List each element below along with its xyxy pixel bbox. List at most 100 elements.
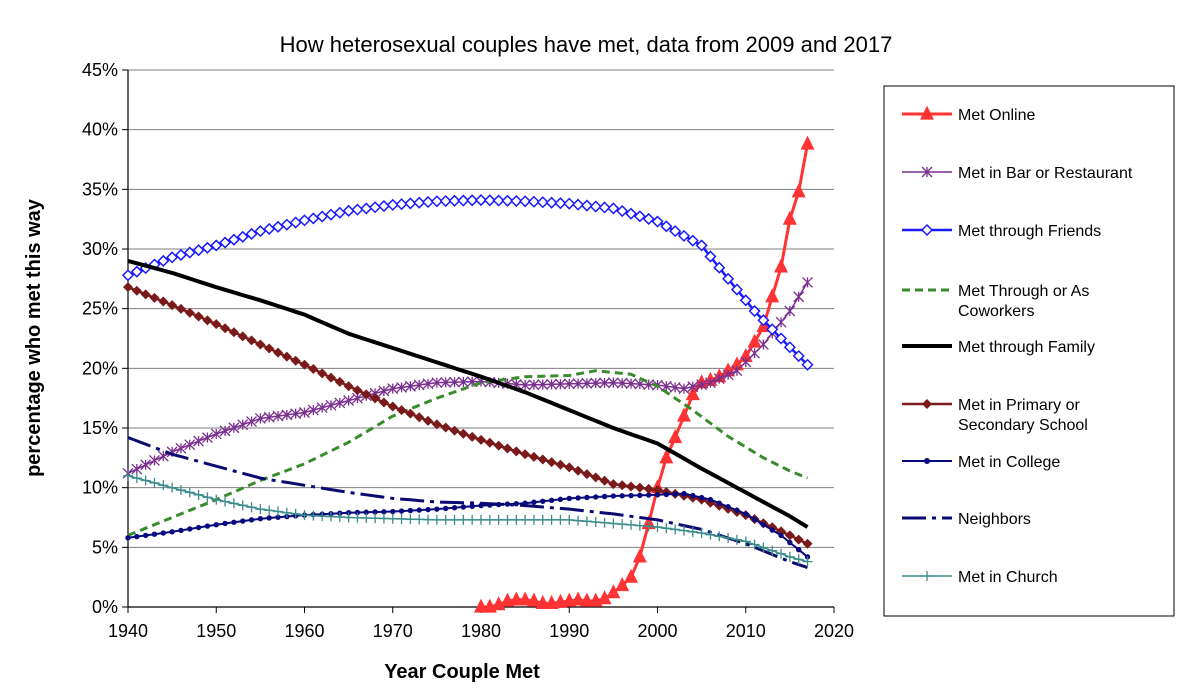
data-point <box>395 198 408 211</box>
data-point <box>633 210 646 223</box>
data-point <box>325 399 337 411</box>
legend-label: Met in Primary or Secondary School <box>958 397 1088 434</box>
series-group <box>123 470 813 567</box>
data-point <box>493 514 504 525</box>
data-point <box>580 199 593 212</box>
data-point <box>672 491 678 497</box>
data-point <box>668 429 683 444</box>
data-point <box>299 510 310 521</box>
data-point <box>758 542 769 553</box>
data-point <box>645 492 652 498</box>
data-point <box>739 294 752 307</box>
data-point <box>316 402 328 414</box>
data-point <box>449 425 460 436</box>
data-point <box>231 519 237 525</box>
data-point <box>584 494 590 501</box>
data-point <box>370 513 381 524</box>
data-point <box>545 196 558 209</box>
data-point <box>573 465 584 476</box>
data-point <box>158 480 169 491</box>
data-point <box>564 514 575 525</box>
data-point <box>519 195 532 208</box>
data-point <box>659 449 674 464</box>
data-point <box>661 523 672 534</box>
data-point <box>476 514 486 525</box>
data-point <box>440 376 452 388</box>
data-point <box>125 535 131 541</box>
data-point <box>457 194 470 207</box>
data-point <box>474 194 488 207</box>
data-point <box>157 254 170 267</box>
data-point <box>413 196 426 209</box>
data-point <box>564 462 575 473</box>
data-point <box>324 208 338 221</box>
data-point <box>273 347 284 358</box>
data-point <box>519 379 531 391</box>
data-point <box>802 556 813 567</box>
data-point <box>273 506 284 517</box>
data-point <box>228 327 239 338</box>
data-point <box>440 514 451 525</box>
data-point <box>160 530 166 536</box>
data-point <box>263 222 276 236</box>
data-point <box>121 269 135 282</box>
x-tick-label: 1980 <box>461 621 501 641</box>
data-point <box>749 347 761 359</box>
data-point <box>696 528 707 539</box>
data-point <box>378 397 389 408</box>
data-point <box>387 401 398 412</box>
data-point <box>237 500 248 511</box>
data-point <box>690 492 696 499</box>
data-point <box>407 507 414 514</box>
data-point <box>416 507 422 513</box>
data-point <box>290 355 301 366</box>
data-point <box>271 220 285 233</box>
legend-entry: Met through Family <box>902 339 1095 356</box>
series-group <box>121 194 814 371</box>
data-point <box>352 512 363 523</box>
data-point <box>405 408 416 419</box>
data-point <box>210 239 223 252</box>
data-point <box>491 596 506 611</box>
data-point <box>677 229 691 242</box>
data-point <box>501 194 514 207</box>
data-point <box>202 492 213 503</box>
data-point <box>775 316 787 328</box>
data-point <box>634 482 645 493</box>
data-point <box>696 379 708 391</box>
data-point <box>299 407 310 418</box>
data-point <box>210 428 222 440</box>
data-point <box>637 492 643 499</box>
y-tick-label: 0% <box>92 597 118 617</box>
data-point <box>492 194 505 207</box>
data-point <box>669 381 681 393</box>
data-point <box>537 514 548 525</box>
legend-label: Met in College <box>958 454 1060 471</box>
data-point <box>193 311 204 322</box>
data-point <box>236 230 249 243</box>
data-point <box>484 437 495 448</box>
data-point <box>660 220 673 233</box>
data-point <box>151 531 158 537</box>
y-tick-label: 20% <box>82 358 118 378</box>
data-point <box>624 207 638 220</box>
data-point <box>219 425 231 437</box>
data-point <box>421 195 435 209</box>
y-tick-label: 5% <box>92 537 118 557</box>
data-point <box>131 473 142 484</box>
data-point <box>175 485 186 496</box>
data-point <box>386 198 399 211</box>
data-point <box>509 591 524 606</box>
data-point <box>686 234 699 247</box>
data-point <box>354 509 361 516</box>
data-point <box>178 527 184 534</box>
data-point <box>760 521 767 528</box>
data-point <box>546 514 557 525</box>
data-point <box>308 364 319 375</box>
data-point <box>747 333 762 348</box>
data-point <box>782 210 797 225</box>
data-point <box>740 356 752 368</box>
data-point <box>396 381 408 393</box>
data-point <box>554 197 567 210</box>
